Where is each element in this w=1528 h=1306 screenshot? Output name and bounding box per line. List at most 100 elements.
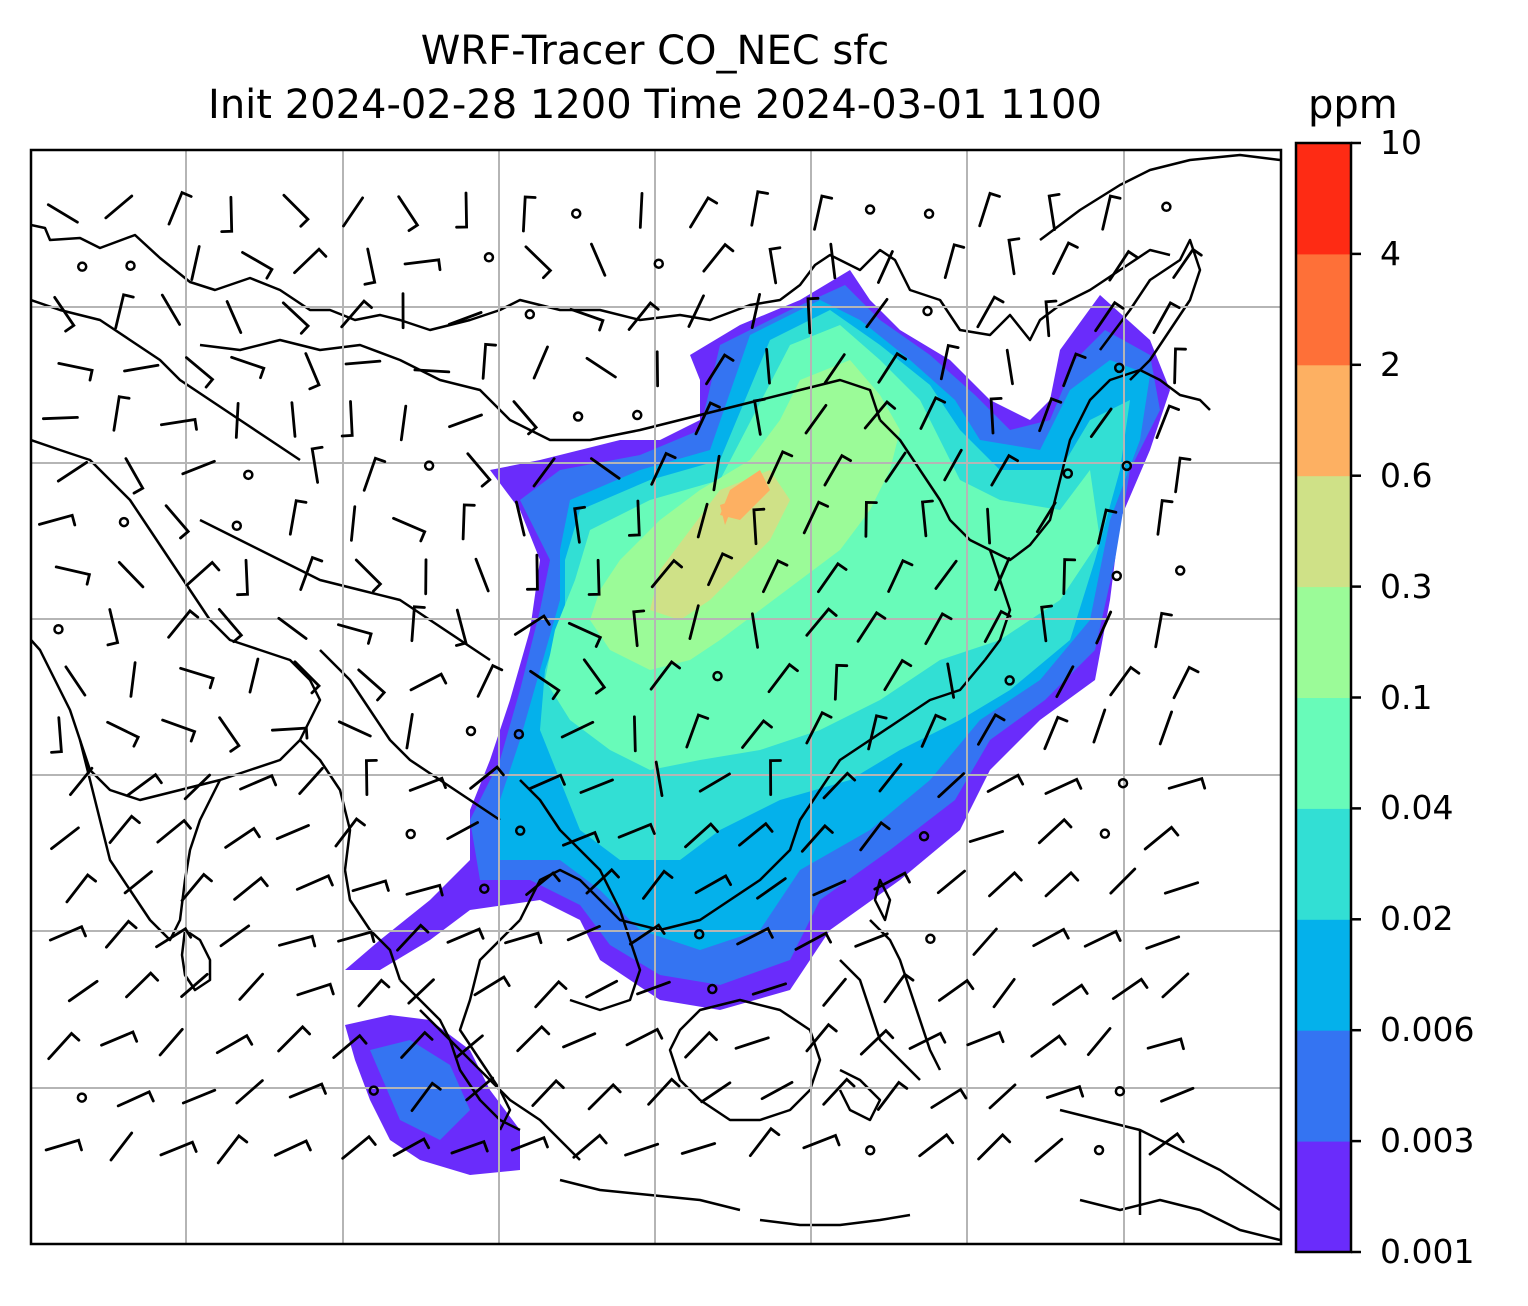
coastline-japan	[1099, 238, 1202, 381]
wind-barb	[994, 557, 1011, 592]
wind-barb	[46, 203, 79, 224]
wind-barb	[403, 258, 442, 272]
border-himalaya	[199, 518, 491, 662]
wind-barb	[481, 342, 497, 380]
wind-barb	[1108, 249, 1139, 282]
wind-barb	[248, 657, 260, 694]
wind-barb	[230, 355, 266, 380]
wind-barb	[1174, 456, 1192, 494]
wind-barb	[397, 195, 420, 232]
wind-barb	[469, 765, 505, 790]
wind-barb	[109, 1131, 134, 1162]
wind-barb	[1143, 825, 1180, 851]
wind-barb	[450, 1139, 489, 1155]
coastline-timor	[759, 1213, 911, 1227]
calm-wind-marker	[423, 460, 435, 471]
wind-barb	[687, 294, 705, 328]
calm-wind-marker	[864, 204, 876, 215]
calm-wind-marker	[923, 208, 935, 220]
wind-barb	[864, 500, 878, 538]
wind-barb	[522, 195, 537, 233]
wind-barb	[1062, 558, 1077, 595]
wind-barbs	[38, 190, 1207, 1165]
calm-wind-marker	[465, 725, 477, 737]
wind-barb	[1055, 665, 1075, 698]
coastline-china-coast	[518, 659, 986, 932]
wind-barb	[650, 451, 677, 486]
wind-barb	[1044, 777, 1083, 795]
wind-barb	[50, 716, 63, 754]
colorbar-tick-label: 0.1	[1380, 677, 1433, 717]
colorbar-segment	[1296, 1141, 1351, 1253]
calm-wind-marker	[53, 624, 64, 635]
wind-barb	[183, 773, 211, 801]
wind-barb	[938, 978, 975, 1002]
wind-barb	[106, 608, 120, 647]
wind-barb	[56, 461, 88, 483]
tracer-level-0.003-south	[370, 1040, 470, 1140]
wind-barb	[629, 923, 666, 946]
wind-barb	[220, 195, 234, 233]
wind-barb	[512, 400, 539, 436]
wind-barb	[822, 1077, 856, 1106]
wind-barb	[590, 242, 607, 277]
colorbar-tick-label: 0.003	[1380, 1121, 1475, 1161]
coastline-new-guinea	[1059, 1108, 1281, 1212]
wind-barb	[1173, 347, 1187, 385]
wind-barb	[750, 190, 770, 227]
wind-barb	[528, 773, 566, 791]
wind-barb	[756, 877, 787, 900]
wind-barb	[239, 773, 278, 791]
wind-barb	[126, 772, 163, 797]
colorbar-segment	[1296, 697, 1351, 809]
wind-barb	[466, 452, 492, 488]
wind-barb	[123, 870, 153, 895]
wind-barb	[273, 1139, 312, 1157]
calm-wind-marker	[707, 983, 718, 995]
wind-barb	[768, 246, 782, 285]
wind-barb	[236, 558, 249, 597]
wind-barb	[357, 978, 391, 1008]
wind-barb	[822, 977, 847, 1007]
wind-barb	[582, 658, 607, 695]
wind-barb	[989, 397, 1003, 435]
wind-barb	[48, 924, 87, 942]
wind-barb	[976, 295, 1005, 329]
calm-wind-marker	[524, 309, 536, 320]
wind-barb	[685, 713, 710, 749]
wind-barb	[304, 352, 321, 391]
coastline-sulawesi	[838, 1068, 882, 1122]
colorbar-segment	[1296, 1030, 1351, 1142]
wind-barb	[806, 296, 820, 335]
colorbar-segment	[1296, 143, 1351, 255]
wind-barb	[1092, 708, 1107, 744]
wind-barb	[865, 298, 889, 329]
colorbar-tick-label: 0.04	[1380, 788, 1454, 828]
wind-barb	[736, 926, 774, 946]
calm-wind-marker	[922, 305, 933, 317]
wind-barb	[1145, 935, 1181, 950]
wind-barb	[396, 923, 430, 952]
wind-barb	[1035, 501, 1057, 534]
wind-barb	[863, 400, 897, 430]
calm-wind-marker	[693, 929, 705, 940]
wind-barb	[883, 658, 913, 692]
calm-wind-marker	[118, 516, 130, 528]
wind-barb	[920, 499, 934, 538]
wind-barb	[1163, 881, 1200, 895]
wind-barb	[446, 927, 485, 944]
wind-barb	[310, 445, 324, 484]
colorbar-tick-label: 0.6	[1380, 455, 1433, 495]
wind-barb	[1161, 972, 1190, 999]
calm-wind-marker	[632, 409, 643, 421]
coastline-china-east	[879, 368, 1211, 562]
wind-barb	[983, 609, 1012, 643]
wind-barb	[238, 972, 264, 1001]
wind-barb	[1172, 665, 1200, 700]
wind-barb	[241, 251, 274, 280]
wind-barb	[734, 1036, 770, 1050]
wind-barb	[525, 871, 561, 896]
wind-barb	[887, 558, 914, 593]
coastline-north	[31, 223, 1171, 342]
wind-barb	[1156, 499, 1174, 536]
